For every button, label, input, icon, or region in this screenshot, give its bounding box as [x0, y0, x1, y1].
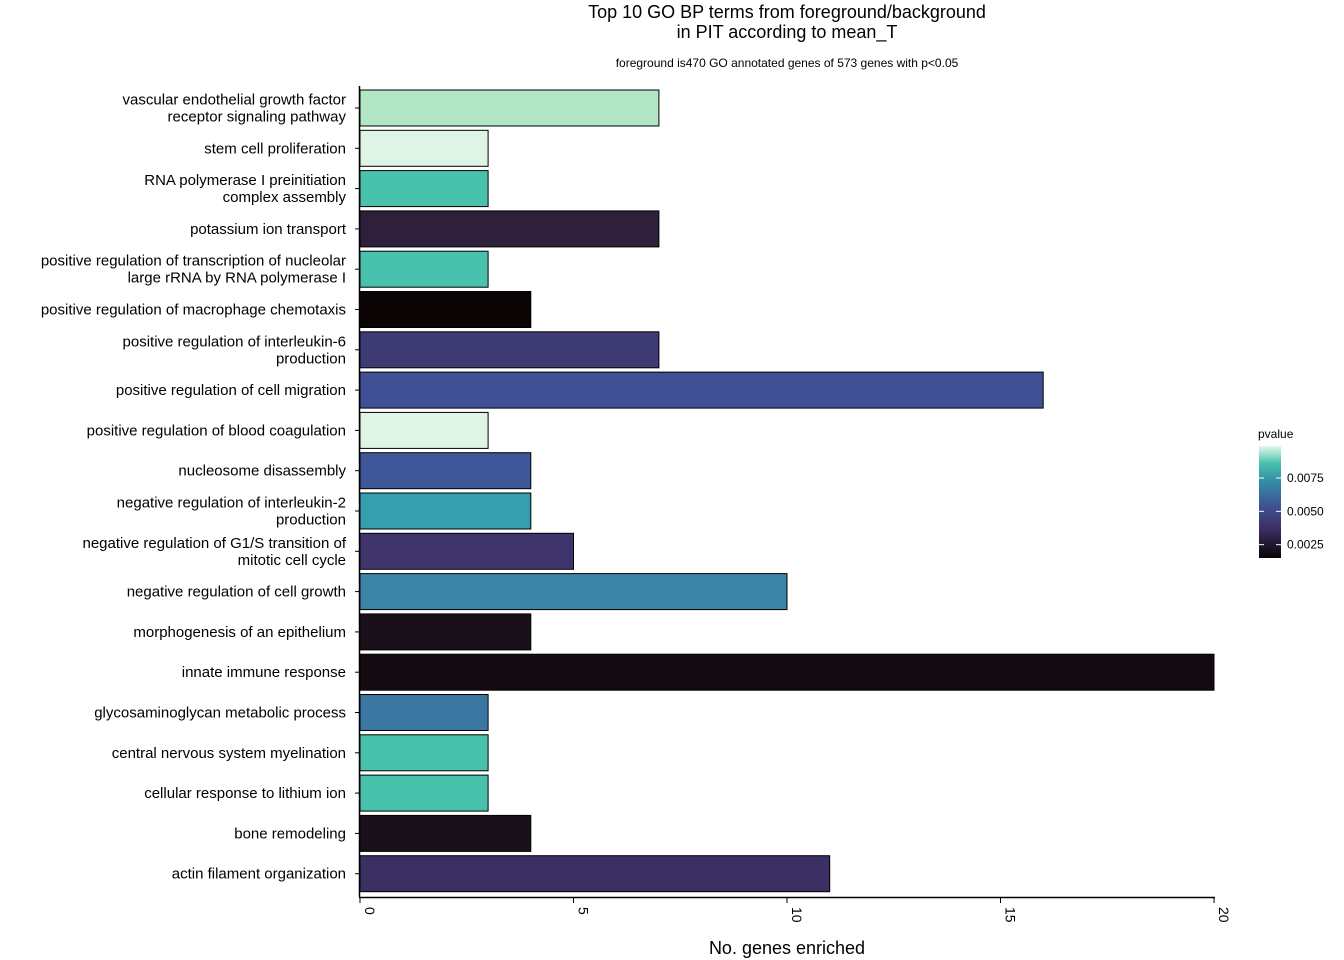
bar-5	[359, 291, 532, 328]
y-tick-label-line: stem cell proliferation	[204, 140, 346, 157]
bar-7	[359, 371, 1044, 409]
chart-subtitle: foreground is470 GO annotated genes of 5…	[616, 56, 959, 70]
y-tick-label-line: production	[276, 512, 346, 529]
y-tick-label-line: bone remodeling	[234, 825, 346, 842]
y-tick-label-15: glycosaminoglycan metabolic process	[94, 705, 346, 722]
y-tick-label-5: positive regulation of macrophage chemot…	[41, 302, 346, 319]
y-tick-label-line: receptor signaling pathway	[168, 109, 347, 126]
bar-8	[359, 411, 489, 449]
bar-9	[359, 452, 532, 490]
y-tick-label-2: RNA polymerase I preinitiation complex as…	[144, 172, 346, 206]
bar-17	[359, 774, 489, 812]
y-tick-label-line: positive regulation of blood coagulation	[87, 422, 346, 439]
y-tick-label-line: cellular response to lithium ion	[144, 785, 346, 802]
bar-1	[359, 129, 489, 167]
legend-title: pvalue	[1258, 427, 1294, 441]
legend-tick-label: 0.0075	[1287, 471, 1324, 485]
y-tick-label-16: central nervous system myelination	[112, 745, 346, 762]
legend-tick-label: 0.0050	[1287, 504, 1324, 518]
y-tick-label-line: morphogenesis of an epithelium	[133, 624, 346, 641]
y-tick-label-12: negative regulation of cell growth	[127, 584, 346, 601]
bar-2	[359, 170, 489, 208]
legend-ticks: 0.0075 0.0050 0.0025	[1259, 471, 1324, 552]
y-tick-label-line: positive regulation of interleukin-6	[123, 333, 346, 350]
bar-4	[359, 250, 489, 288]
bar-12	[359, 573, 788, 611]
bar-15	[359, 694, 489, 731]
y-tick-label-8: positive regulation of blood coagulation	[87, 422, 346, 439]
y-tick-label-10: negative regulation of interleukin-2 prod…	[117, 495, 346, 529]
y-tick-label-17: cellular response to lithium ion	[144, 785, 346, 802]
y-tick-label-6: positive regulation of interleukin-6 prod…	[123, 333, 346, 367]
bar-3	[359, 210, 660, 248]
y-tick-label-line: complex assembly	[223, 189, 347, 206]
bars-group	[359, 89, 1215, 893]
y-tick-label-line: vascular endothelial growth factor	[123, 92, 346, 109]
y-tick-label-line: actin filament organization	[172, 866, 346, 883]
bar-0	[359, 89, 660, 127]
x-tick-label: 10	[789, 907, 805, 923]
y-tick-label-4: positive regulation of transcription of …	[41, 253, 346, 287]
y-tick-label-line: negative regulation of cell growth	[127, 584, 346, 601]
y-tick-label-line: negative regulation of G1/S transition o…	[83, 535, 347, 552]
bar-11	[359, 532, 574, 570]
y-tick-label-line: negative regulation of interleukin-2	[117, 495, 346, 512]
y-tick-label-0: vascular endothelial growth factor recept…	[123, 92, 347, 126]
y-tick-label-9: nucleosome disassembly	[178, 463, 346, 480]
bar-6	[359, 331, 660, 369]
y-tick-label-11: negative regulation of G1/S transition o…	[83, 535, 347, 569]
y-tick-label-13: morphogenesis of an epithelium	[133, 624, 346, 641]
y-tick-label-line: innate immune response	[182, 664, 346, 681]
y-tick-label-line: large rRNA by RNA polymerase I	[128, 270, 346, 287]
y-tick-label-line: mitotic cell cycle	[238, 552, 346, 569]
legend-colorbar	[1259, 446, 1281, 558]
y-tick-label-line: nucleosome disassembly	[178, 463, 346, 480]
y-tick-label-line: RNA polymerase I preinitiation	[144, 172, 346, 189]
y-tick-label-19: actin filament organization	[172, 866, 346, 883]
y-tick-label-1: stem cell proliferation	[204, 140, 346, 157]
y-tick-label-line: glycosaminoglycan metabolic process	[94, 705, 346, 722]
bar-16	[359, 734, 489, 772]
y-tick-label-line: positive regulation of macrophage chemot…	[41, 302, 346, 319]
y-tick-label-3: potassium ion transport	[190, 221, 347, 238]
bar-10	[359, 492, 532, 530]
y-tick-label-line: potassium ion transport	[190, 221, 347, 238]
x-tick-label: 15	[1003, 907, 1019, 923]
y-tick-label-14: innate immune response	[182, 664, 346, 681]
bar-14	[359, 653, 1215, 691]
color-legend: pvalue 0.0075 0.0050 0.0025	[1258, 427, 1324, 558]
x-tick-label: 0	[362, 907, 378, 915]
x-axis-label: No. genes enriched	[709, 938, 865, 958]
chart-title-line-2: in PIT according to mean_T	[677, 22, 898, 43]
bar-13	[359, 613, 532, 651]
y-axis-labels: vascular endothelial growth factor recept…	[41, 92, 359, 883]
chart-title-line-1: Top 10 GO BP terms from foreground/backg…	[588, 2, 986, 22]
y-tick-label-line: central nervous system myelination	[112, 745, 346, 762]
y-tick-label-line: positive regulation of cell migration	[116, 382, 346, 399]
x-tick-label: 5	[576, 907, 592, 915]
legend-tick-label: 0.0025	[1287, 538, 1324, 552]
y-tick-label-line: positive regulation of transcription of …	[41, 253, 346, 270]
y-tick-label-line: production	[276, 350, 346, 367]
bar-18	[359, 814, 532, 852]
x-tick-label: 20	[1216, 907, 1232, 923]
x-axis-ticks: 0 5 10 15 20	[359, 898, 1232, 923]
bar-19	[359, 855, 831, 893]
y-tick-label-18: bone remodeling	[234, 825, 346, 842]
y-tick-label-7: positive regulation of cell migration	[116, 382, 346, 399]
